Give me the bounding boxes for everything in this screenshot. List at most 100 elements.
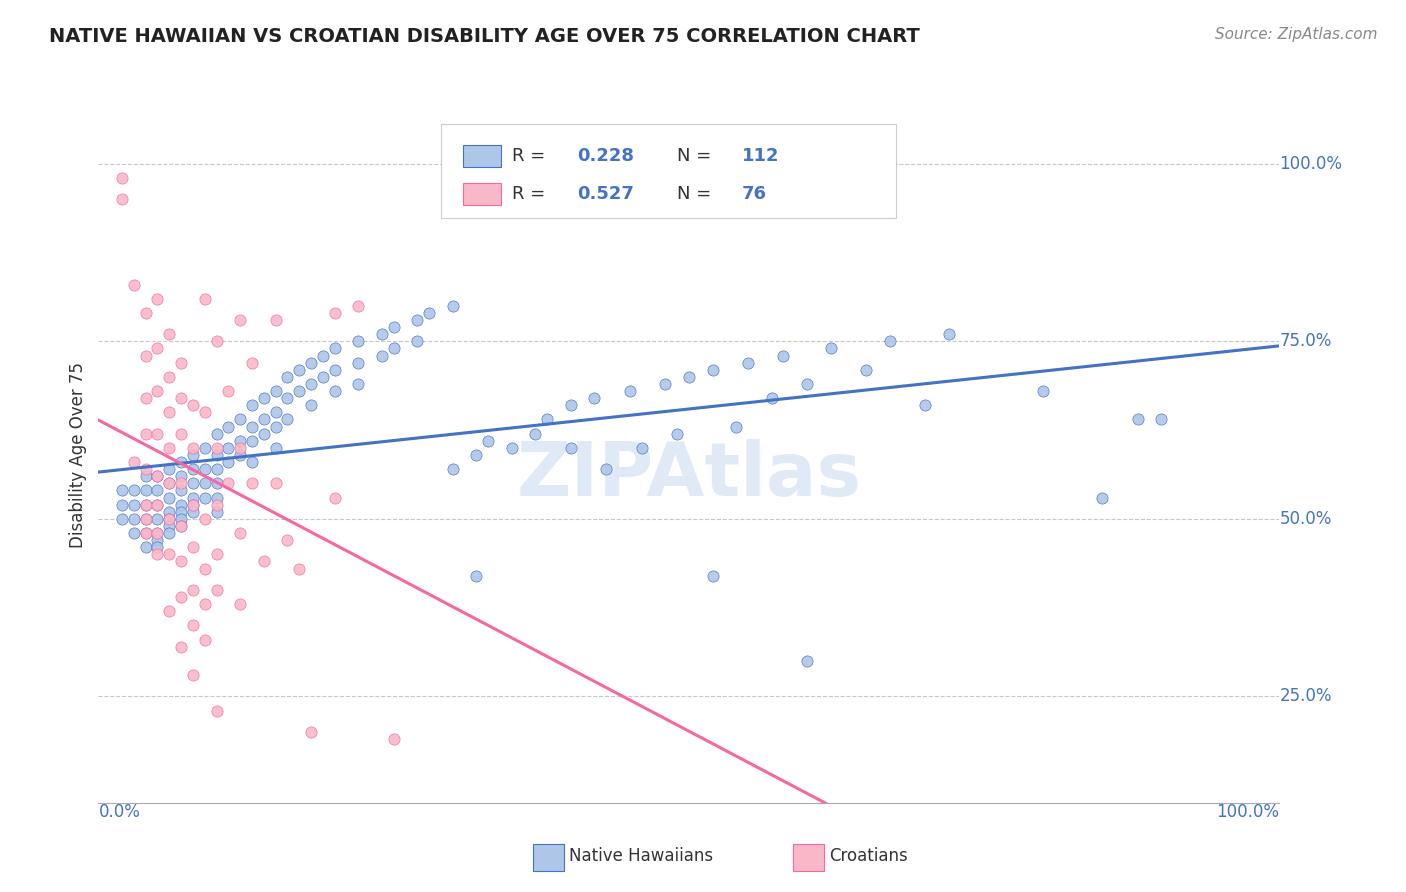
- Point: [312, 349, 335, 363]
- Point: [264, 405, 287, 419]
- Point: [406, 334, 429, 349]
- Point: [135, 526, 157, 541]
- Point: [229, 597, 252, 611]
- Point: [157, 519, 180, 533]
- Point: [583, 391, 606, 405]
- Point: [146, 547, 169, 561]
- Point: [157, 327, 180, 342]
- Point: [205, 334, 228, 349]
- Point: [205, 426, 228, 441]
- Point: [323, 342, 346, 356]
- Point: [146, 469, 169, 483]
- Point: [194, 292, 217, 306]
- Point: [382, 342, 405, 356]
- Point: [879, 334, 901, 349]
- Point: [229, 441, 252, 455]
- Point: [170, 498, 193, 512]
- Point: [170, 483, 193, 498]
- Text: Source: ZipAtlas.com: Source: ZipAtlas.com: [1215, 27, 1378, 42]
- Point: [181, 668, 204, 682]
- Point: [194, 597, 217, 611]
- Point: [678, 369, 700, 384]
- Text: 0.0%: 0.0%: [98, 803, 141, 821]
- Point: [146, 526, 169, 541]
- Point: [194, 632, 217, 647]
- Point: [347, 334, 370, 349]
- Point: [217, 455, 239, 469]
- Point: [240, 434, 263, 448]
- Text: 75.0%: 75.0%: [1279, 333, 1331, 351]
- Point: [820, 342, 842, 356]
- Point: [1032, 384, 1054, 398]
- Point: [595, 462, 617, 476]
- Text: 100.0%: 100.0%: [1279, 155, 1343, 173]
- Point: [264, 384, 287, 398]
- Point: [157, 441, 180, 455]
- Point: [194, 512, 217, 526]
- Point: [146, 498, 169, 512]
- Point: [205, 448, 228, 462]
- Point: [276, 533, 298, 548]
- Point: [170, 505, 193, 519]
- Point: [288, 384, 311, 398]
- Point: [382, 320, 405, 334]
- Point: [938, 327, 960, 342]
- Point: [170, 426, 193, 441]
- Point: [170, 455, 193, 469]
- Point: [347, 299, 370, 313]
- Point: [276, 369, 298, 384]
- Point: [157, 547, 180, 561]
- Point: [418, 306, 440, 320]
- Point: [205, 441, 228, 455]
- Point: [135, 469, 157, 483]
- Point: [323, 362, 346, 376]
- Point: [276, 391, 298, 405]
- Point: [666, 426, 689, 441]
- Point: [170, 519, 193, 533]
- Point: [536, 412, 558, 426]
- Point: [654, 376, 676, 391]
- Point: [240, 398, 263, 412]
- Point: [619, 384, 641, 398]
- Point: [630, 441, 652, 455]
- Point: [170, 554, 193, 568]
- Text: 50.0%: 50.0%: [1279, 510, 1331, 528]
- Point: [157, 512, 180, 526]
- Point: [702, 568, 724, 582]
- Text: 25.0%: 25.0%: [1279, 688, 1331, 706]
- Point: [146, 292, 169, 306]
- Point: [217, 441, 239, 455]
- Point: [240, 356, 263, 370]
- Point: [111, 498, 134, 512]
- Point: [205, 462, 228, 476]
- Point: [1126, 412, 1149, 426]
- Point: [240, 476, 263, 491]
- Point: [122, 512, 145, 526]
- Point: [194, 441, 217, 455]
- Point: [194, 561, 217, 575]
- Point: [181, 505, 204, 519]
- Point: [276, 412, 298, 426]
- Point: [217, 384, 239, 398]
- Point: [181, 498, 204, 512]
- Point: [914, 398, 936, 412]
- Point: [299, 398, 322, 412]
- Point: [170, 356, 193, 370]
- Point: [122, 455, 145, 469]
- Point: [772, 349, 794, 363]
- Point: [111, 171, 134, 186]
- FancyBboxPatch shape: [441, 124, 896, 219]
- Point: [135, 391, 157, 405]
- Text: 76: 76: [742, 185, 768, 203]
- Point: [465, 568, 488, 582]
- Point: [181, 441, 204, 455]
- Point: [146, 526, 169, 541]
- Text: 100.0%: 100.0%: [1216, 803, 1279, 821]
- Text: 0.228: 0.228: [576, 147, 634, 165]
- Point: [181, 618, 204, 632]
- Point: [217, 476, 239, 491]
- Point: [382, 731, 405, 746]
- Point: [205, 704, 228, 718]
- Point: [253, 554, 276, 568]
- Point: [170, 391, 193, 405]
